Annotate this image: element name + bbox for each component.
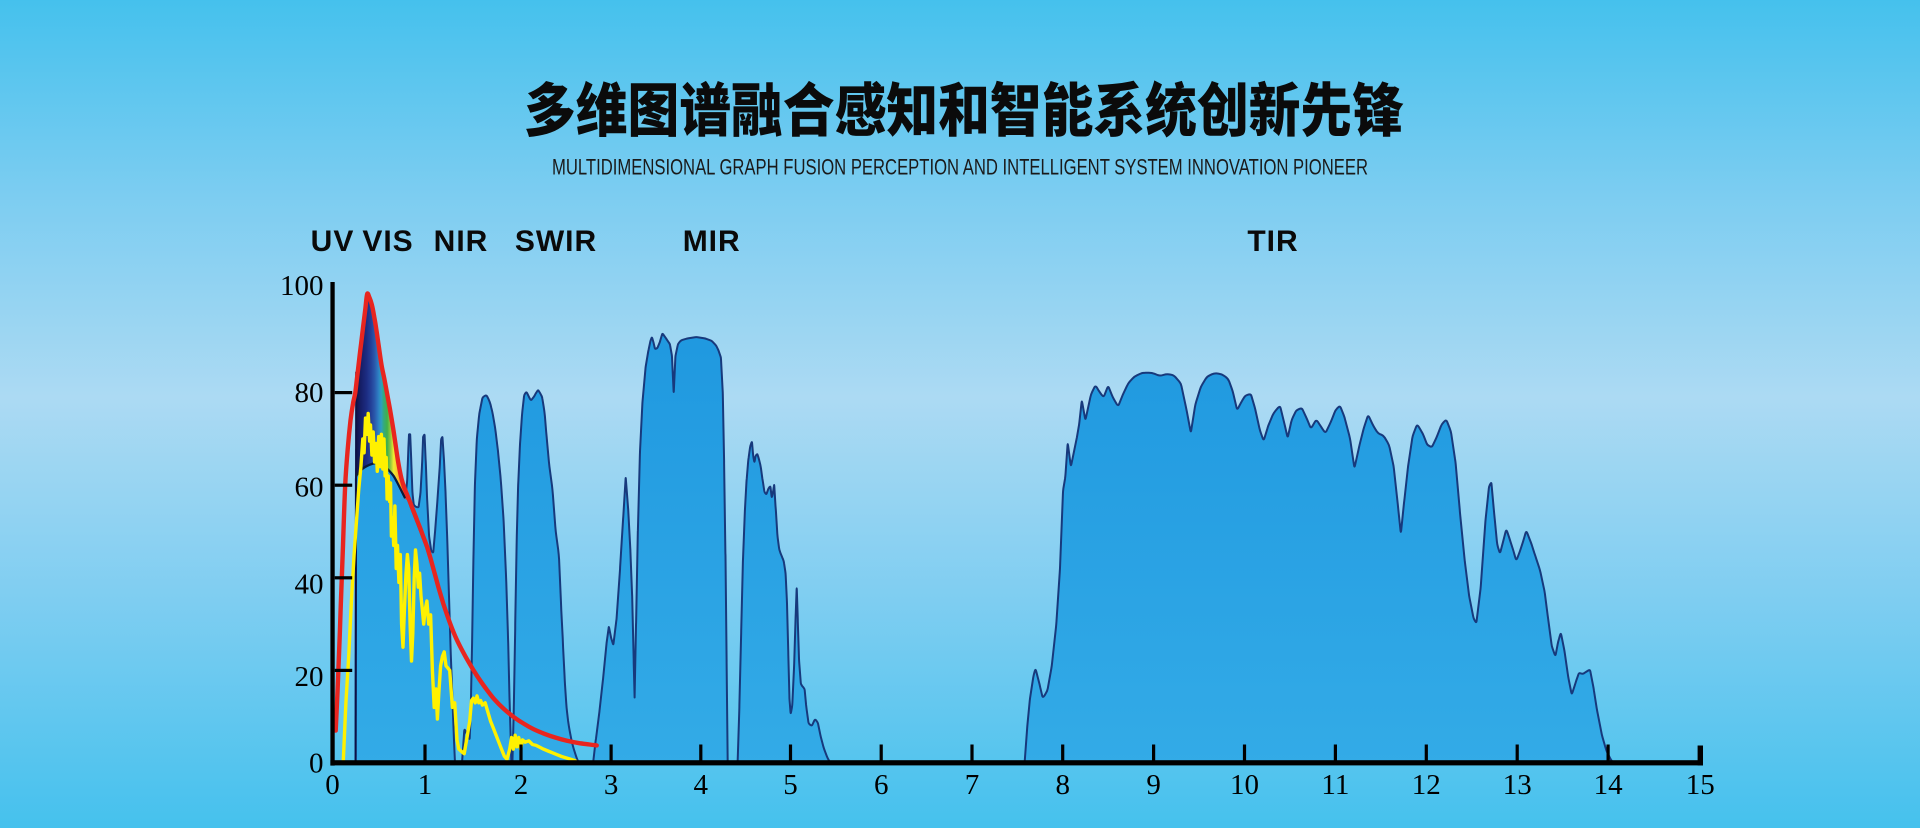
svg-text:2: 2 [514, 769, 529, 801]
svg-text:1: 1 [418, 769, 433, 801]
svg-text:6: 6 [874, 769, 889, 801]
svg-text:0: 0 [309, 748, 324, 780]
svg-text:TIR: TIR [1247, 225, 1298, 258]
svg-text:MULTIDIMENSIONAL GRAPH FUSION: MULTIDIMENSIONAL GRAPH FUSION PERCEPTION… [552, 155, 1368, 180]
svg-text:11: 11 [1321, 769, 1349, 801]
svg-text:80: 80 [295, 377, 324, 409]
svg-text:40: 40 [295, 569, 324, 601]
svg-text:12: 12 [1412, 769, 1441, 801]
svg-text:MIR: MIR [683, 225, 741, 258]
svg-text:UV: UV [311, 225, 355, 258]
svg-text:7: 7 [965, 769, 980, 801]
svg-text:NIR: NIR [434, 225, 489, 258]
svg-text:0: 0 [325, 769, 340, 801]
svg-text:3: 3 [604, 769, 619, 801]
svg-text:4: 4 [694, 769, 709, 801]
svg-text:15: 15 [1686, 769, 1715, 801]
svg-text:9: 9 [1146, 769, 1161, 801]
svg-text:5: 5 [783, 769, 798, 801]
svg-text:60: 60 [295, 472, 324, 504]
svg-text:14: 14 [1594, 769, 1624, 801]
svg-text:8: 8 [1055, 769, 1070, 801]
svg-text:VIS: VIS [362, 225, 413, 258]
svg-text:13: 13 [1503, 769, 1532, 801]
svg-text:SWIR: SWIR [515, 225, 597, 258]
svg-text:100: 100 [280, 270, 324, 302]
svg-text:10: 10 [1230, 769, 1259, 801]
svg-text:20: 20 [295, 661, 324, 693]
